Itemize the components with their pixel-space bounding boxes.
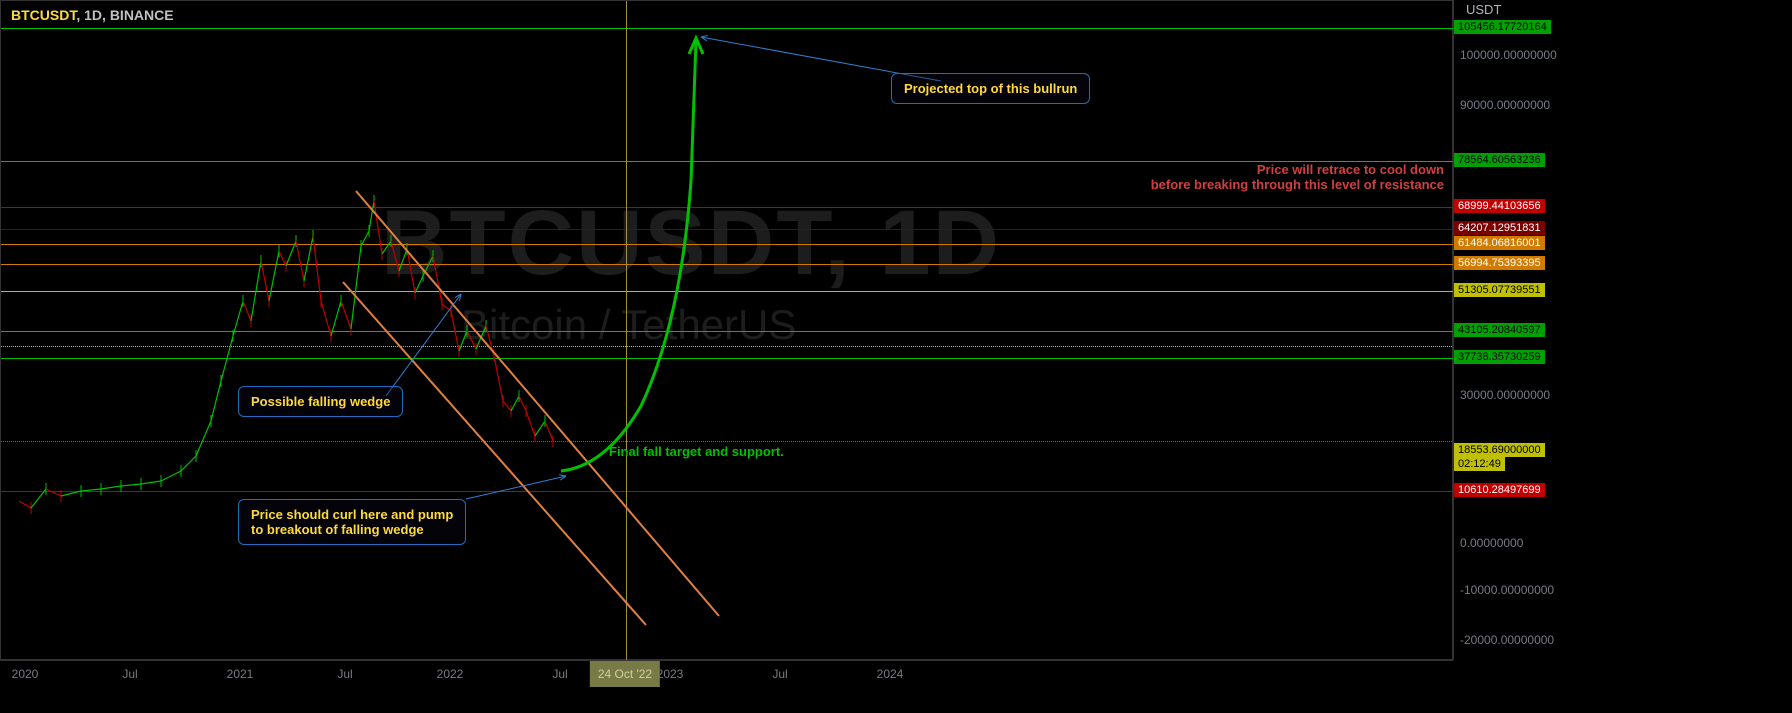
x-axis-tick: Jul: [337, 667, 352, 681]
y-axis-label: USDT: [1458, 2, 1588, 17]
annotation-retrace: Price will retrace to cool down before b…: [1151, 162, 1444, 192]
horizontal-level-line: [1, 264, 1454, 265]
horizontal-level-line: [1, 441, 1454, 442]
x-axis-tick: Jul: [552, 667, 567, 681]
horizontal-level-line: [1, 28, 1454, 29]
horizontal-level-line: [1, 358, 1454, 359]
x-axis-tick: 2022: [437, 667, 464, 681]
price-segment: [519, 396, 526, 411]
y-axis-tick: 100000.00000000: [1460, 48, 1557, 62]
x-axis-tick: 2020: [12, 667, 39, 681]
y-axis-tick: 30000.00000000: [1460, 388, 1550, 402]
x-axis-tick: 2023: [657, 667, 684, 681]
callout-arrow-head: [560, 476, 566, 480]
y-axis-tick: 0.00000000: [1460, 536, 1523, 550]
price-level-label: 02:12:49: [1454, 457, 1505, 471]
y-axis: USDT 100000.00000000 90000.00000000 30000.…: [1453, 0, 1588, 660]
price-segment: [196, 421, 211, 456]
callout-arrow: [466, 476, 566, 499]
price-level-label: 43105.20840597: [1454, 323, 1545, 337]
x-axis-tick: 2021: [227, 667, 254, 681]
price-segment: [261, 261, 269, 301]
horizontal-level-line: [1, 491, 1454, 492]
horizontal-level-line: [1, 331, 1454, 332]
price-segment: [503, 401, 511, 411]
price-segment: [494, 356, 503, 401]
x-axis: 2020 Jul 2021 Jul 2022 Jul 2023 Jul 2024 24 Oct …: [0, 660, 1453, 690]
price-level-label: 37738.35730259: [1454, 350, 1545, 364]
x-axis-tick: 2024: [877, 667, 904, 681]
ticker-label: BTCUSDT, 1D, BINANCE: [11, 7, 174, 23]
price-level-label: 78564.60563236: [1454, 153, 1545, 167]
chart-plot-area[interactable]: BTCUSDT, 1D, BINANCE BTCUSDT, 1D Bitcoin…: [0, 0, 1453, 660]
price-segment: [369, 201, 374, 231]
price-segment: [341, 301, 351, 329]
price-segment: [526, 411, 535, 436]
price-segment: [101, 486, 121, 489]
horizontal-level-line: [1, 346, 1454, 347]
x-axis-tick: Jul: [772, 667, 787, 681]
x-axis-tick: Jul: [122, 667, 137, 681]
price-level-label: 10610.28497699: [1454, 483, 1545, 497]
callout-projected-top: Projected top of this bullrun: [891, 73, 1090, 104]
ticker-symbol: BTCUSDT: [11, 7, 76, 23]
price-segment: [211, 381, 221, 421]
price-segment: [19, 501, 31, 508]
price-level-label: 18553.69000000: [1454, 443, 1545, 457]
annotation-final-support: Final fall target and support.: [609, 444, 784, 459]
horizontal-level-line: [1, 229, 1454, 230]
price-segment: [243, 301, 251, 321]
price-segment: [296, 241, 304, 281]
horizontal-level-line: [1, 244, 1454, 245]
price-segment: [545, 421, 553, 441]
price-segment: [161, 471, 181, 481]
horizontal-level-line: [1, 207, 1454, 208]
y-axis-tick: 90000.00000000: [1460, 98, 1550, 112]
price-segment: [141, 481, 161, 484]
horizontal-level-line: [1, 291, 1454, 292]
price-segment: [304, 236, 313, 281]
callout-curl-pump: Price should curl here and pump to break…: [238, 499, 466, 545]
projection-arrow-head: [689, 38, 703, 54]
price-segment: [535, 421, 545, 436]
callout-arrow: [386, 294, 461, 396]
y-axis-tick: -10000.00000000: [1460, 583, 1554, 597]
ticker-timeframe: 1D: [84, 7, 102, 23]
x-axis-cursor-date: 24 Oct '22: [590, 661, 660, 687]
price-segment: [181, 456, 196, 471]
price-segment: [511, 396, 519, 411]
callout-arrow-head: [559, 475, 566, 476]
price-level-label: 56994.75393395: [1454, 256, 1545, 270]
price-segment: [121, 484, 141, 486]
price-level-label: 51305.07739551: [1454, 283, 1545, 297]
watermark-pair: Bitcoin / TetherUS: [461, 301, 796, 349]
y-axis-tick: -20000.00000000: [1460, 633, 1554, 647]
price-level-label: 64207.12951831: [1454, 221, 1545, 235]
callout-falling-wedge: Possible falling wedge: [238, 386, 403, 417]
price-level-label: 61484.06816001: [1454, 236, 1545, 250]
price-segment: [442, 304, 451, 311]
time-cursor-line: [626, 1, 627, 661]
price-level-label: 105456.17720164: [1454, 20, 1551, 34]
price-segment: [351, 246, 361, 329]
callout-arrow-head: [701, 35, 708, 37]
ticker-exchange: BINANCE: [110, 7, 174, 23]
price-level-label: 68999.44103656: [1454, 199, 1545, 213]
price-segment: [269, 251, 279, 301]
callout-arrow-head: [701, 37, 707, 41]
